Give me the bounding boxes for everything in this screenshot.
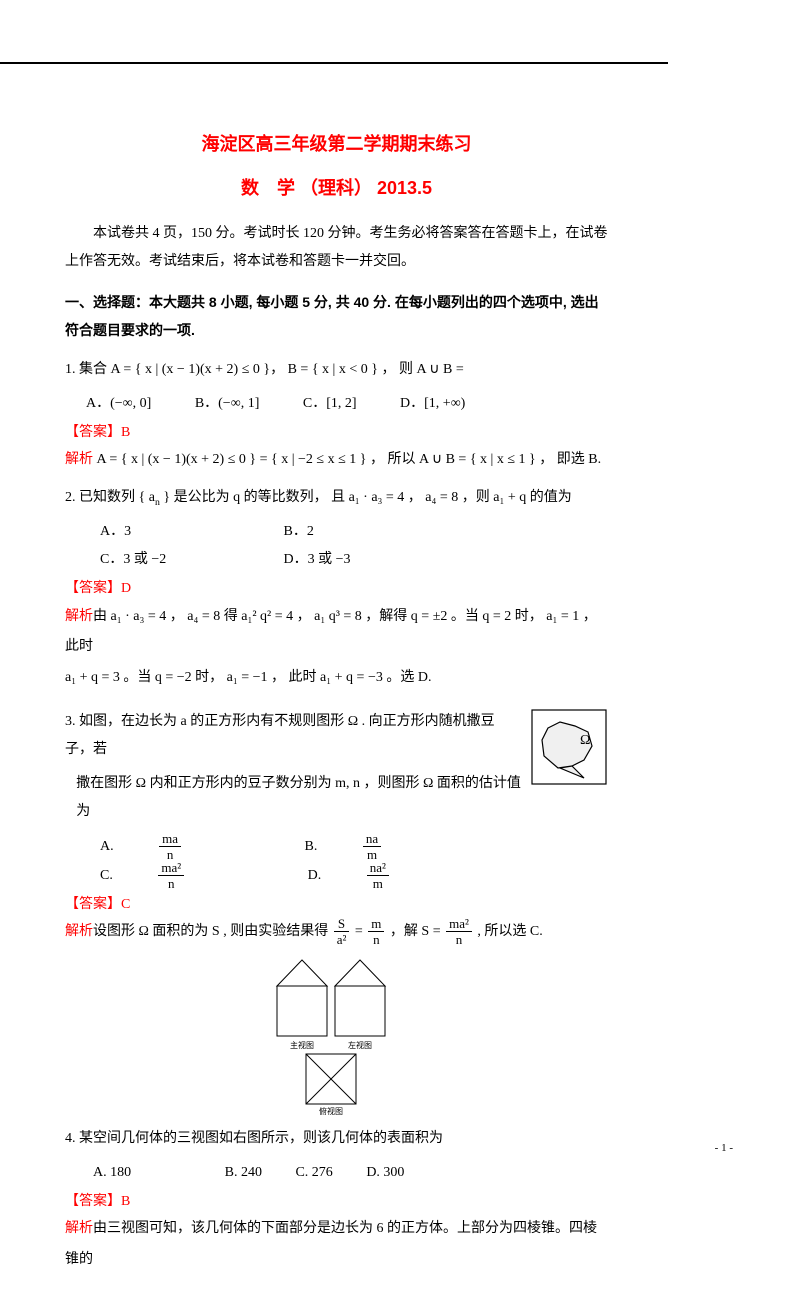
q1-options: A．(−∞, 0] B．(−∞, 1] C．[1, 2] D．[1, +∞) xyxy=(86,390,608,418)
q2-options: A．3 B．2 C．3 或 −2 D．3 或 −3 xyxy=(100,518,608,574)
three-view-icon: 主视图 左视图 俯视图 xyxy=(257,956,417,1116)
q2-opt-b: B．2 xyxy=(284,518,424,546)
q2-exp-label: 解析 xyxy=(65,609,93,624)
q1-stem: 1. 集合 A = { x | (x − 1)(x + 2) ≤ 0 }， B … xyxy=(65,356,608,384)
q3-c-num: ma² xyxy=(158,861,184,876)
q4-exp-label: 解析 xyxy=(65,1221,93,1236)
q3-exp-post: , 所以选 C. xyxy=(477,924,542,939)
q1-opt-c: C．[1, 2] xyxy=(303,390,357,418)
q3-b-num: na xyxy=(363,832,381,847)
page-number: - 1 - xyxy=(715,1142,733,1154)
front-view-label: 主视图 xyxy=(290,1040,314,1050)
q1-exp-label: 解析 xyxy=(65,452,93,467)
q2-stem-a: 2. 已知数列 { a xyxy=(65,490,155,505)
q3-a-num: ma xyxy=(159,832,181,847)
q3-answer: 【答案】C xyxy=(65,892,608,917)
q3-exp-label: 解析 xyxy=(65,924,93,939)
q4-exp-body: 由三视图可知，该几何体的下面部分是边长为 6 的正方体。上部分为四棱锥。四棱锥的 xyxy=(65,1221,597,1267)
q3-b-den: m xyxy=(363,847,381,861)
q1-explanation: 解析 A = { x | (x − 1)(x + 2) ≤ 0 } = { x … xyxy=(65,445,608,476)
q2-explanation: 解析由 a₁ · a₃ = 4 ， a₄ = 8 得 a₁² q² = 4 ， … xyxy=(65,602,608,694)
q3-exp-pre: 设图形 Ω 面积的为 S , 则由实验结果得 xyxy=(93,924,332,939)
q3-opt-d-label: D. xyxy=(308,862,322,890)
q4-opt-b: B. 240 xyxy=(225,1159,262,1187)
q3-f1-n: S xyxy=(334,917,350,932)
q4-explanation: 解析由三视图可知，该几何体的下面部分是边长为 6 的正方体。上部分为四棱锥。四棱… xyxy=(65,1214,608,1276)
q2-exp-l1: 由 a₁ · a₃ = 4 ， a₄ = 8 得 a₁² q² = 4 ， a₁… xyxy=(65,609,597,655)
page-subtitle: 数 学 （理科） 2013.5 xyxy=(65,174,608,200)
q1-opt-d: D．[1, +∞) xyxy=(400,390,465,418)
q3-f3-n: ma² xyxy=(446,917,472,932)
page-title: 海淀区高三年级第二学期期末练习 xyxy=(65,130,608,156)
q3-f1-d: a² xyxy=(334,932,350,946)
q3-f3-d: n xyxy=(446,932,472,946)
q3-c-den: n xyxy=(158,876,184,890)
q1-opt-a: A．(−∞, 0] xyxy=(86,390,151,418)
q4-opt-c: C. 276 xyxy=(295,1159,332,1187)
q3-eq: = xyxy=(355,924,366,939)
q1-answer: 【答案】B xyxy=(65,420,608,445)
q3-opt-a: A. man xyxy=(100,832,261,861)
omega-label: Ω xyxy=(580,733,590,748)
q3-stem-l1: 3. 如图，在边长为 a 的正方形内有不规则图形 Ω . 向正方形内随机撒豆子，… xyxy=(65,708,608,764)
q3-stem-l2: 撒在图形 Ω 内和正方形内的豆子数分别为 m, n ，则图形 Ω 面积的估计值为 xyxy=(76,770,608,826)
q2-opt-d: D．3 或 −3 xyxy=(284,546,424,574)
q4-opt-a: A. 180 xyxy=(93,1159,131,1187)
q1-exp-body: A = { x | (x − 1)(x + 2) ≤ 0 } = { x | −… xyxy=(93,452,601,467)
q3-d-den: m xyxy=(367,876,389,890)
q3-explanation: 解析设图形 Ω 面积的为 S , 则由实验结果得 Sa² = mn ，解 S =… xyxy=(65,917,608,948)
top-view-label: 俯视图 xyxy=(319,1106,343,1116)
q3-opt-c-label: C. xyxy=(100,862,113,890)
q4-stem: 4. 某空间几何体的三视图如右图所示，则该几何体的表面积为 xyxy=(65,1125,608,1153)
q3-f2-n: m xyxy=(368,917,384,932)
q3-options: A. man B. nam C. ma²n D. na²m xyxy=(100,832,608,890)
q3-opt-a-label: A. xyxy=(100,833,114,861)
section-heading: 一、选择题：本大题共 8 小题, 每小题 5 分, 共 40 分. 在每小题列出… xyxy=(65,288,608,344)
q4-options: A. 180 B. 240 C. 276 D. 300 xyxy=(93,1159,608,1187)
three-view-figure: 主视图 左视图 俯视图 xyxy=(65,956,608,1121)
q3-a-den: n xyxy=(159,847,181,861)
q3-opt-c: C. ma²n xyxy=(100,861,264,890)
intro-text: 本试卷共 4 页，150 分。考试时长 120 分钟。考生务必将答案答在答题卡上… xyxy=(65,220,608,276)
q2-opt-c: C．3 或 −2 xyxy=(100,546,240,574)
q2-exp-l2: a₁ + q = 3 。当 q = −2 时， a₁ = −1 ， 此时 a₁ … xyxy=(65,663,608,694)
q2-opt-a: A．3 xyxy=(100,518,240,546)
q1-opt-b: B．(−∞, 1] xyxy=(195,390,260,418)
q3-opt-b-label: B. xyxy=(305,833,318,861)
q2-answer: 【答案】D xyxy=(65,576,608,601)
omega-square-icon: Ω xyxy=(530,708,608,786)
q3-opt-b: B. nam xyxy=(305,832,462,861)
q3-exp-mid: ，解 S = xyxy=(390,924,444,939)
q4-answer: 【答案】B xyxy=(65,1189,608,1214)
q2-stem: 2. 已知数列 { an } 是公比为 q 的等比数列， 且 a₁ · a₃ =… xyxy=(65,484,608,512)
side-view-label: 左视图 xyxy=(348,1040,372,1050)
q3-d-num: na² xyxy=(367,861,389,876)
q3-figure: Ω xyxy=(530,708,608,791)
q3-f2-d: n xyxy=(368,932,384,946)
q2-stem-b: } 是公比为 q 的等比数列， 且 a₁ · a₃ = 4 ， a₄ = 8 ，… xyxy=(160,490,572,505)
q4-opt-d: D. 300 xyxy=(366,1159,404,1187)
q3-opt-d: D. na²m xyxy=(308,861,469,890)
